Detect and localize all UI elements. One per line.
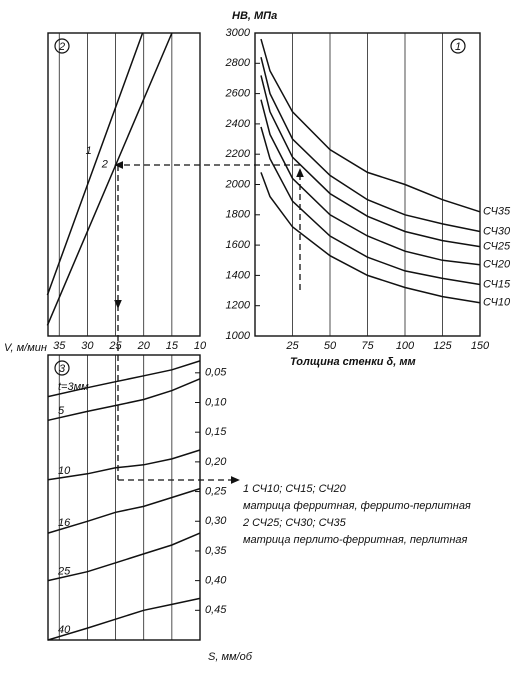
y-tick-label: 1800 xyxy=(226,209,251,221)
y-tick-label: 0,05 xyxy=(205,367,227,379)
series-line xyxy=(47,360,201,398)
series-line xyxy=(47,449,201,481)
x-tick-label: 50 xyxy=(324,340,337,352)
legend-note: 1 СЧ10; СЧ15; СЧ20 xyxy=(243,483,347,495)
series-line xyxy=(260,99,481,266)
y-axis-label: S, мм/об xyxy=(208,651,253,663)
series-label: СЧ30 xyxy=(483,225,511,237)
series-label: СЧ10 xyxy=(483,297,511,309)
y-tick-label: 0,25 xyxy=(205,485,227,497)
x-tick-label: 10 xyxy=(194,340,207,352)
series-line xyxy=(260,57,481,233)
series-line xyxy=(47,597,201,641)
x-tick-label: 75 xyxy=(361,340,374,352)
series-label: 16 xyxy=(58,517,71,529)
panel-frame xyxy=(47,32,201,337)
series-label: СЧ15 xyxy=(483,278,511,290)
series-label: 25 xyxy=(57,565,71,577)
x-axis-label: V, м/мин xyxy=(4,342,47,354)
legend-note: 2 СЧ25; СЧ30; СЧ35 xyxy=(242,517,347,529)
series-line xyxy=(260,38,481,213)
y-tick-label: 2800 xyxy=(225,57,251,69)
y-tick-label: 2000 xyxy=(225,178,251,190)
y-tick-label: 2400 xyxy=(225,118,251,130)
panel-badge xyxy=(450,38,466,54)
x-tick-label: 150 xyxy=(471,340,490,352)
y-tick-label: 0,15 xyxy=(205,426,227,438)
series-line xyxy=(260,126,481,286)
series-label: t=3мм xyxy=(58,381,89,393)
x-tick-label: 125 xyxy=(433,340,452,352)
x-axis-label: Толщина стенки δ, мм xyxy=(290,356,416,368)
series-line xyxy=(47,378,201,422)
construction-lines xyxy=(114,161,304,484)
series-label: СЧ35 xyxy=(483,206,511,218)
y-tick-label: 0,35 xyxy=(205,545,227,557)
series-label: 40 xyxy=(58,624,71,636)
x-tick-label: 100 xyxy=(396,340,415,352)
series-label: 5 xyxy=(58,405,65,417)
panel-number: 2 xyxy=(58,41,65,53)
series-label: 10 xyxy=(58,465,71,477)
series-line xyxy=(47,487,201,534)
y-tick-label: 0,20 xyxy=(205,456,227,468)
series-line xyxy=(46,32,144,296)
y-axis-label: HB, МПа xyxy=(232,10,277,22)
panel-number: 3 xyxy=(59,363,66,375)
series-line xyxy=(46,32,173,326)
x-tick-label: 25 xyxy=(108,340,122,352)
series-label: 2 xyxy=(101,158,108,170)
x-tick-label: 20 xyxy=(137,340,151,352)
series-line xyxy=(47,532,201,582)
panel-badge xyxy=(54,38,70,54)
y-tick-label: 1600 xyxy=(226,239,251,251)
series-label: 1 xyxy=(86,145,92,157)
x-tick-label: 30 xyxy=(81,340,94,352)
y-tick-label: 2600 xyxy=(225,88,251,100)
panel-badge xyxy=(54,360,70,376)
legend-note: матрица ферритная, феррито-перлитная xyxy=(243,500,471,512)
series-label: СЧ25 xyxy=(483,241,511,253)
x-tick-label: 15 xyxy=(166,340,179,352)
x-tick-label: 35 xyxy=(53,340,66,352)
y-tick-label: 0,40 xyxy=(205,575,227,587)
y-tick-label: 3000 xyxy=(226,27,251,39)
y-tick-label: 2200 xyxy=(225,148,251,160)
y-tick-label: 0,45 xyxy=(205,604,227,616)
panel-frame xyxy=(47,354,201,641)
y-tick-label: 1200 xyxy=(226,300,251,312)
series-line xyxy=(260,172,481,304)
y-tick-label: 1400 xyxy=(226,269,251,281)
panel-number: 1 xyxy=(455,41,461,53)
series-line xyxy=(260,75,481,248)
y-tick-label: 0,30 xyxy=(205,515,227,527)
y-tick-label: 1000 xyxy=(226,330,251,342)
series-label: СЧ20 xyxy=(483,259,511,271)
legend-note: матрица перлито-ферритная, перлитная xyxy=(243,534,468,546)
y-tick-label: 0,10 xyxy=(205,396,227,408)
x-tick-label: 25 xyxy=(285,340,299,352)
